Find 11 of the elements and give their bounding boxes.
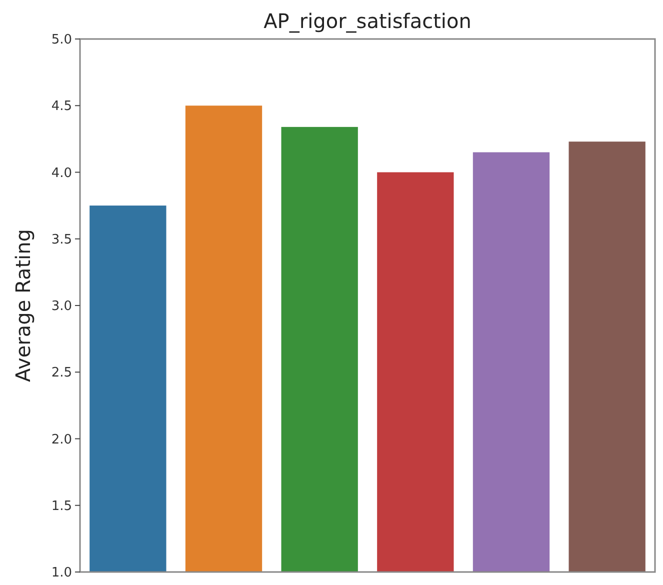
y-tick-label: 4.5 bbox=[51, 99, 72, 114]
y-tick-label: 2.5 bbox=[51, 366, 72, 381]
y-tick-label: 1.0 bbox=[51, 566, 72, 581]
y-axis-title: Average Rating bbox=[11, 229, 35, 382]
y-tick-label: 4.0 bbox=[51, 166, 72, 181]
chart-title: AP_rigor_satisfaction bbox=[264, 9, 472, 33]
y-tick-label: 3.0 bbox=[51, 299, 72, 314]
y-tick-label: 3.5 bbox=[51, 232, 72, 248]
y-tick-label: 2.0 bbox=[51, 432, 72, 448]
y-tick-label: 1.5 bbox=[51, 498, 72, 514]
y-tick-label: 5.0 bbox=[51, 32, 72, 48]
